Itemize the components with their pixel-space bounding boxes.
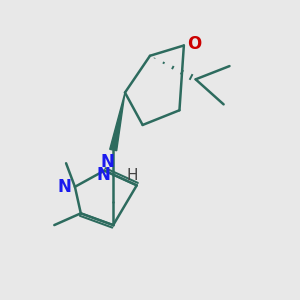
Text: H: H (126, 167, 138, 182)
Text: N: N (100, 153, 114, 171)
Text: O: O (187, 35, 201, 53)
Polygon shape (110, 93, 125, 151)
Text: N: N (58, 178, 71, 196)
Text: N: N (96, 166, 110, 184)
